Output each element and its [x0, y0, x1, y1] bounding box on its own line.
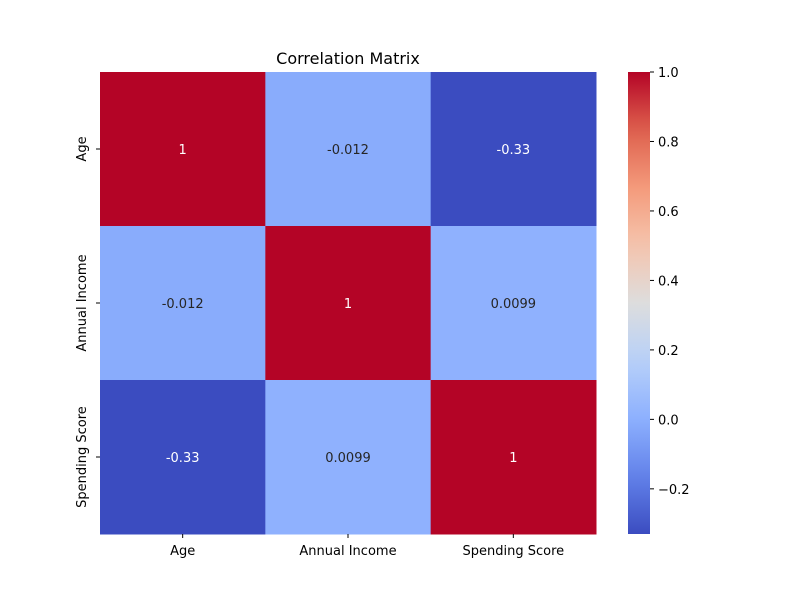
- cell-value-label: 1: [344, 297, 352, 312]
- y-tick-label: Annual Income: [75, 254, 90, 351]
- chart-title: Correlation Matrix: [276, 49, 420, 68]
- cell-value-label: -0.33: [497, 143, 531, 158]
- heatmap-cell: [100, 72, 266, 227]
- colorbar-tick-label: 0.0: [658, 413, 679, 428]
- heatmap-cell: [430, 226, 597, 381]
- x-axis: Age Annual Income Spending Score: [170, 534, 564, 559]
- colorbar-tick-label: 0.6: [658, 205, 679, 220]
- cell-value-label: -0.012: [162, 297, 204, 312]
- heatmap-cell: [100, 226, 266, 381]
- heatmap-cell: [265, 380, 432, 535]
- heatmap-cell: [430, 380, 597, 535]
- x-tick-label: Annual Income: [299, 544, 396, 559]
- cell-value-label: 0.0099: [491, 297, 537, 312]
- cell-value-label: -0.012: [327, 143, 369, 158]
- x-tick-label: Age: [170, 544, 195, 559]
- heatmap-cell: [430, 72, 597, 227]
- y-axis: Age Annual Income Spending Score: [75, 136, 100, 508]
- y-tick-label: Age: [75, 136, 90, 161]
- colorbar: −0.2 0.0 0.2 0.4 0.6 0.8 1.0: [628, 66, 690, 534]
- cell-value-label: 0.0099: [325, 451, 371, 466]
- colorbar-gradient: [628, 72, 650, 534]
- y-tick-label: Spending Score: [75, 406, 90, 508]
- cell-value-label: -0.33: [166, 451, 200, 466]
- x-tick-label: Spending Score: [463, 544, 565, 559]
- colorbar-tick-label: 0.2: [658, 344, 679, 359]
- heatmap-cell-labels: 1 -0.012 -0.33 -0.012 1 0.0099 -0.33 0.0099 1: [162, 143, 536, 466]
- colorbar-tick-label: 1.0: [658, 66, 679, 81]
- heatmap-cell: [265, 72, 432, 227]
- heatmap-cells: [100, 72, 597, 535]
- cell-value-label: 1: [509, 451, 517, 466]
- colorbar-tick-label: 0.8: [658, 135, 679, 150]
- cell-value-label: 1: [179, 143, 187, 158]
- colorbar-tick-label: −0.2: [658, 483, 690, 498]
- heatmap-cell: [100, 380, 266, 535]
- heatmap-cell: [265, 226, 432, 381]
- colorbar-tick-label: 0.4: [658, 274, 679, 289]
